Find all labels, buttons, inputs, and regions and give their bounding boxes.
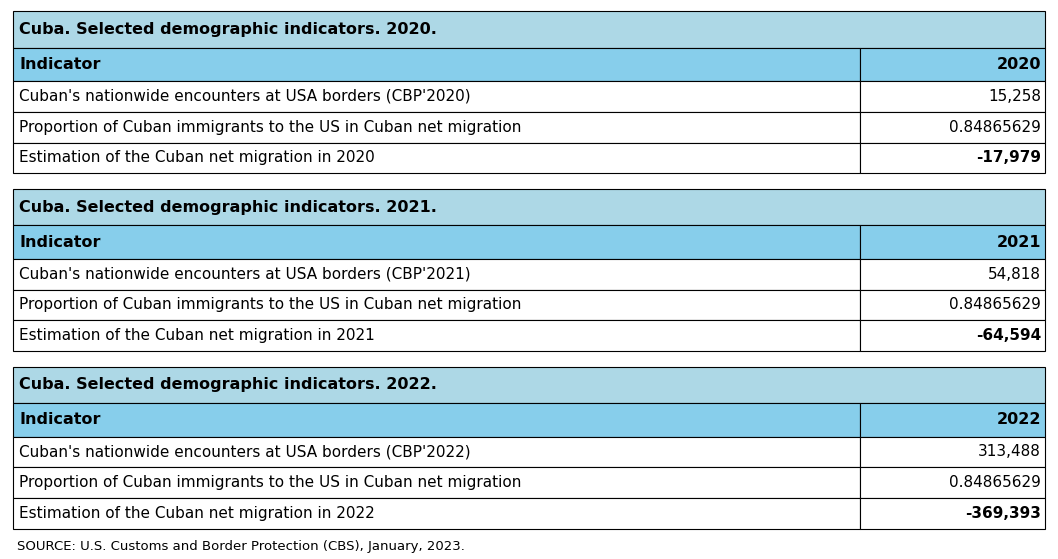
- Bar: [860, 225, 1045, 259]
- Bar: [860, 112, 1045, 143]
- Bar: [13, 290, 860, 320]
- Text: Estimation of the Cuban net migration in 2022: Estimation of the Cuban net migration in…: [19, 506, 375, 521]
- Bar: [13, 403, 860, 437]
- Text: 0.84865629: 0.84865629: [949, 297, 1041, 312]
- Text: Indicator: Indicator: [19, 235, 101, 249]
- Bar: [13, 367, 1045, 403]
- Text: Cuban's nationwide encounters at USA borders (CBP'2022): Cuban's nationwide encounters at USA bor…: [19, 444, 471, 459]
- Text: Estimation of the Cuban net migration in 2021: Estimation of the Cuban net migration in…: [19, 328, 375, 343]
- Bar: [860, 498, 1045, 529]
- Text: -17,979: -17,979: [977, 150, 1041, 165]
- Bar: [860, 81, 1045, 112]
- Text: Cuban's nationwide encounters at USA borders (CBP'2021): Cuban's nationwide encounters at USA bor…: [19, 267, 471, 282]
- Text: 2020: 2020: [997, 57, 1041, 72]
- Bar: [13, 498, 860, 529]
- Text: 54,818: 54,818: [988, 267, 1041, 282]
- Text: Estimation of the Cuban net migration in 2020: Estimation of the Cuban net migration in…: [19, 150, 375, 165]
- Bar: [860, 437, 1045, 467]
- Text: 2021: 2021: [997, 235, 1041, 249]
- Text: Proportion of Cuban immigrants to the US in Cuban net migration: Proportion of Cuban immigrants to the US…: [19, 297, 522, 312]
- Bar: [13, 143, 860, 173]
- Bar: [13, 225, 860, 259]
- Text: Proportion of Cuban immigrants to the US in Cuban net migration: Proportion of Cuban immigrants to the US…: [19, 475, 522, 490]
- Bar: [13, 11, 1045, 48]
- Text: -64,594: -64,594: [975, 328, 1041, 343]
- Text: Cuba. Selected demographic indicators. 2021.: Cuba. Selected demographic indicators. 2…: [19, 200, 437, 215]
- Bar: [13, 48, 860, 81]
- Text: 313,488: 313,488: [979, 444, 1041, 459]
- Bar: [860, 48, 1045, 81]
- Bar: [13, 189, 1045, 225]
- Text: -369,393: -369,393: [965, 506, 1041, 521]
- Bar: [860, 403, 1045, 437]
- Bar: [860, 259, 1045, 290]
- Bar: [13, 437, 860, 467]
- Text: Cuba. Selected demographic indicators. 2022.: Cuba. Selected demographic indicators. 2…: [19, 377, 437, 392]
- Bar: [860, 290, 1045, 320]
- Text: Proportion of Cuban immigrants to the US in Cuban net migration: Proportion of Cuban immigrants to the US…: [19, 120, 522, 135]
- Bar: [13, 81, 860, 112]
- Text: 2022: 2022: [997, 413, 1041, 427]
- Bar: [860, 320, 1045, 351]
- Text: 0.84865629: 0.84865629: [949, 120, 1041, 135]
- Bar: [13, 320, 860, 351]
- Text: Indicator: Indicator: [19, 413, 101, 427]
- Text: Cuba. Selected demographic indicators. 2020.: Cuba. Selected demographic indicators. 2…: [19, 22, 437, 37]
- Text: Cuban's nationwide encounters at USA borders (CBP'2020): Cuban's nationwide encounters at USA bor…: [19, 89, 471, 104]
- Text: SOURCE: U.S. Customs and Border Protection (CBS), January, 2023.: SOURCE: U.S. Customs and Border Protecti…: [17, 540, 464, 553]
- Bar: [13, 112, 860, 143]
- Bar: [13, 467, 860, 498]
- Bar: [860, 143, 1045, 173]
- Bar: [13, 259, 860, 290]
- Text: Indicator: Indicator: [19, 57, 101, 72]
- Text: 0.84865629: 0.84865629: [949, 475, 1041, 490]
- Text: 15,258: 15,258: [988, 89, 1041, 104]
- Bar: [860, 467, 1045, 498]
